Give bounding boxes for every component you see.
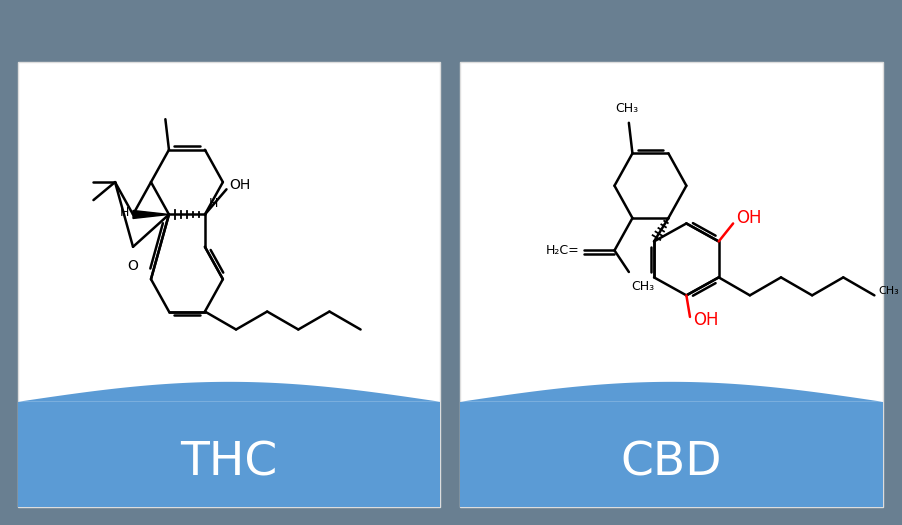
Bar [460, 402, 883, 507]
Text: OH: OH [229, 178, 251, 192]
Text: O: O [127, 259, 138, 273]
FancyBboxPatch shape [18, 62, 440, 507]
FancyBboxPatch shape [460, 62, 883, 507]
Text: THC: THC [180, 440, 278, 485]
Text: OH: OH [693, 311, 719, 329]
Text: CH₃: CH₃ [615, 102, 639, 115]
Text: CBD: CBD [621, 440, 723, 485]
Polygon shape [18, 382, 440, 402]
Text: OH: OH [736, 209, 761, 227]
Polygon shape [460, 382, 883, 402]
Text: CH₃: CH₃ [630, 280, 654, 293]
Text: H₂C=: H₂C= [547, 244, 580, 257]
Bar [18, 402, 440, 507]
Text: H: H [120, 206, 129, 219]
Text: H: H [209, 197, 218, 211]
Text: CH₃: CH₃ [879, 286, 899, 296]
Polygon shape [133, 211, 169, 218]
